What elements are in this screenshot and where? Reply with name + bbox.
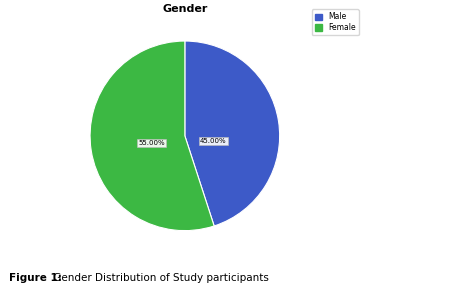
- Wedge shape: [185, 41, 280, 226]
- Text: Figure 1:: Figure 1:: [9, 273, 63, 283]
- Title: Gender: Gender: [162, 4, 208, 14]
- Legend: Male, Female: Male, Female: [312, 9, 359, 35]
- Text: Gender Distribution of Study participants: Gender Distribution of Study participant…: [50, 273, 269, 283]
- Text: 55.00%: 55.00%: [138, 140, 165, 147]
- Text: 45.00%: 45.00%: [200, 138, 227, 144]
- Wedge shape: [90, 41, 214, 231]
